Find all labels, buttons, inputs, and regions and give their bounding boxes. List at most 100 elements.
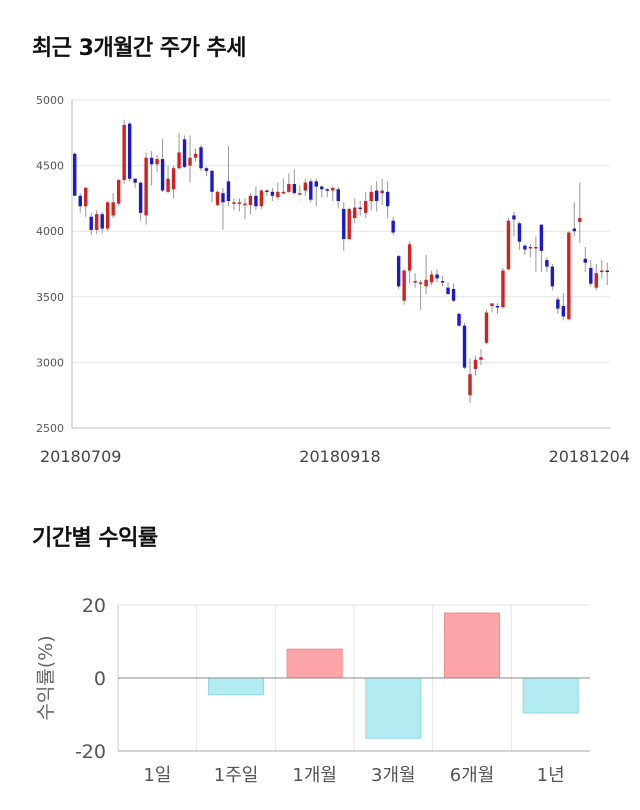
candle-body [221, 193, 225, 203]
candle-body [149, 157, 154, 165]
price-x-tick-label: 20180918 [299, 447, 380, 466]
candle-body [215, 191, 220, 205]
candle-body [254, 195, 258, 207]
candle-body [429, 274, 434, 283]
candle-body [369, 191, 373, 202]
candle-body [314, 181, 318, 187]
candle-body [303, 182, 308, 191]
candle-body [385, 191, 390, 207]
candle-body [358, 207, 362, 210]
candle-body [347, 208, 351, 240]
returns-y-tick-label: 20 [82, 595, 106, 617]
candle-body [451, 288, 456, 301]
candle-body [210, 170, 214, 192]
candle-body [435, 274, 439, 279]
candle-body [380, 190, 384, 194]
returns-x-tick-label: 3개월 [371, 765, 416, 786]
candle-body [484, 312, 489, 343]
candle-body [78, 195, 82, 207]
return-bar [365, 677, 422, 739]
price-chart: 2500 3000 3500 4000 4500 5000 20180709 20180918… [36, 94, 630, 466]
price-y-tick-label: 4000 [36, 225, 64, 238]
candle-body [193, 153, 198, 158]
price-x-tick-label: 20181204 [549, 447, 630, 466]
candle-body [127, 123, 132, 179]
candle-body [182, 139, 187, 167]
candle-body [550, 266, 555, 287]
candle-body [578, 218, 582, 223]
candle-body [95, 214, 99, 230]
price-y-tick-label: 2500 [36, 422, 64, 435]
price-y-tick-label: 5000 [36, 94, 64, 107]
returns-x-tick-label: 1주일 [214, 765, 259, 786]
price-y-tick-label: 3000 [36, 356, 64, 369]
candle-body [188, 157, 192, 166]
candle-body [243, 203, 247, 206]
candle-body [479, 357, 483, 360]
candle-body [457, 313, 461, 326]
return-bar [207, 677, 265, 696]
candle-body [501, 270, 505, 308]
candle-body [572, 228, 577, 232]
candle-body [325, 189, 329, 191]
candle-body [177, 152, 181, 169]
candle-body [534, 246, 538, 249]
candle-body [320, 186, 324, 190]
returns-y-tick-label: -20 [75, 741, 106, 763]
candle-body [396, 256, 401, 287]
candle-body [144, 157, 148, 216]
price-chart-title: 최근 3개월간 주가 추세 [32, 36, 246, 61]
returns-x-tick-label: 1년 [537, 765, 565, 786]
candle-body [424, 279, 428, 287]
candle-body [232, 202, 236, 204]
price-x-tick-label: 20180709 [40, 447, 121, 466]
candle-body [391, 220, 395, 233]
candle-body [605, 270, 609, 273]
returns-y-tick-label: 0 [94, 668, 106, 690]
candle-body [265, 190, 269, 193]
candle-body [166, 178, 170, 192]
candle-body [561, 305, 566, 317]
candle-body [287, 183, 291, 192]
returns-chart-title: 기간별 수익률 [32, 526, 158, 551]
candle-body [138, 182, 143, 213]
candle-body [517, 223, 522, 242]
candle-body [204, 168, 209, 171]
candle-body [160, 159, 165, 191]
candle-body [468, 374, 472, 396]
candle-body [528, 246, 533, 249]
candle-body [512, 215, 516, 220]
candle-body [84, 187, 88, 207]
candle-body [336, 189, 340, 202]
candle-body [462, 325, 467, 368]
candle-body [490, 303, 494, 306]
returns-x-tick-label: 6개월 [450, 765, 495, 786]
candle-body [589, 267, 593, 284]
candle-body [523, 245, 527, 250]
candle-body [594, 273, 598, 288]
candle-body [73, 153, 77, 196]
candle-body [567, 232, 571, 320]
candle-body [539, 224, 544, 251]
candle-body [418, 282, 423, 284]
candle-body [237, 202, 242, 204]
candle-body [105, 202, 110, 229]
candle-body [100, 214, 104, 229]
candle-body [556, 299, 560, 309]
candle-body [298, 193, 302, 195]
candle-body [270, 191, 275, 196]
candle-body [583, 258, 587, 263]
candle-body [155, 159, 159, 165]
candle-body [374, 190, 379, 202]
returns-x-tick-label: 1개월 [292, 765, 337, 786]
candle-body [440, 281, 445, 283]
candle-body [473, 359, 478, 369]
returns-x-tick-label: 1일 [143, 765, 171, 786]
candle-body [342, 208, 346, 240]
return-bar [286, 648, 343, 679]
candle-body [199, 147, 203, 169]
candle-body [276, 191, 280, 198]
candle-body [259, 190, 264, 207]
candle-body [309, 181, 313, 200]
